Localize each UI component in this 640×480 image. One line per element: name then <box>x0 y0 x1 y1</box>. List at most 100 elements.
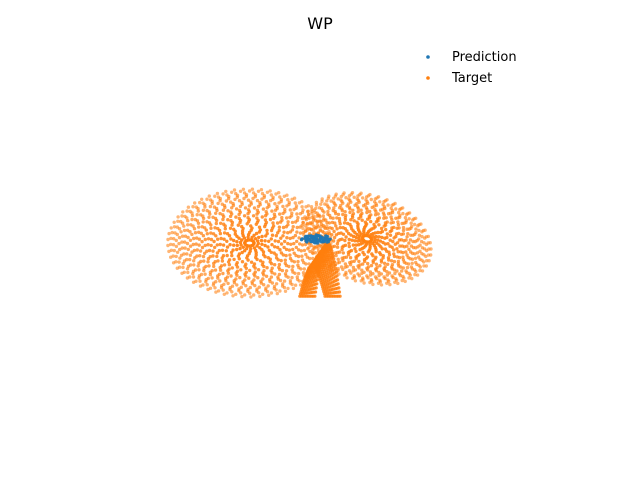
target-point <box>193 201 197 205</box>
target-point <box>182 224 186 228</box>
target-point <box>253 237 258 241</box>
target-point <box>176 219 180 223</box>
target-point <box>314 203 319 207</box>
target-point <box>263 243 267 248</box>
target-point <box>185 267 190 271</box>
target-point <box>172 220 176 224</box>
target-point <box>208 273 213 277</box>
target-point <box>275 221 280 225</box>
target-point <box>316 246 320 251</box>
target-point <box>202 259 206 263</box>
target-point <box>278 248 282 252</box>
target-point <box>236 223 240 227</box>
target-point <box>397 210 401 215</box>
target-point <box>235 240 239 244</box>
target-point <box>307 216 311 221</box>
target-point <box>293 201 297 205</box>
target-point <box>186 247 190 252</box>
target-point <box>402 276 406 280</box>
target-point <box>205 197 209 201</box>
target-point <box>239 291 243 295</box>
target-point <box>273 272 277 276</box>
target-point <box>279 236 283 240</box>
target-point <box>311 248 315 252</box>
target-point <box>376 230 380 235</box>
prediction-point <box>322 240 326 244</box>
target-point <box>371 254 375 258</box>
target-point <box>270 243 274 247</box>
target-point <box>407 217 411 221</box>
target-point <box>289 242 293 246</box>
target-point <box>178 247 182 252</box>
target-point <box>410 261 414 265</box>
target-point <box>361 262 365 266</box>
target-point <box>298 231 303 235</box>
target-point <box>295 230 299 234</box>
target-point <box>219 286 224 290</box>
target-point <box>429 253 433 257</box>
target-point <box>185 209 189 213</box>
target-point <box>237 208 242 213</box>
target-point <box>197 230 201 234</box>
target-point <box>308 221 312 225</box>
target-point <box>312 224 316 228</box>
target-point <box>343 265 347 269</box>
target-point <box>225 253 229 258</box>
target-point <box>259 188 264 192</box>
target-point <box>296 248 301 252</box>
target-point <box>340 247 344 252</box>
target-point <box>201 201 205 205</box>
target-point <box>225 245 230 249</box>
target-point <box>391 239 395 244</box>
target-point <box>341 212 345 217</box>
target-point <box>213 245 217 250</box>
target-point <box>372 240 377 244</box>
target-point <box>208 198 213 202</box>
target-point <box>298 242 302 246</box>
target-point <box>202 266 206 270</box>
target-point <box>236 254 241 258</box>
target-point <box>338 225 342 230</box>
target-point <box>276 239 281 244</box>
target-point <box>291 286 296 291</box>
target-point <box>369 213 373 217</box>
target-point <box>362 252 366 257</box>
target-point <box>359 191 363 195</box>
target-point <box>346 202 351 206</box>
target-point <box>186 205 191 209</box>
target-point <box>239 243 243 247</box>
target-point <box>243 249 247 253</box>
target-point <box>252 233 256 237</box>
target-point <box>211 283 216 287</box>
target-point <box>325 199 329 203</box>
target-point <box>197 237 202 241</box>
target-point <box>408 273 412 277</box>
target-point <box>191 242 195 247</box>
target-point <box>234 292 238 296</box>
target-point <box>306 209 310 214</box>
target-point <box>426 234 430 239</box>
target-point <box>336 257 340 261</box>
target-point <box>336 197 340 201</box>
target-point <box>377 216 382 220</box>
target-point <box>279 197 284 202</box>
legend: Prediction Target <box>426 50 517 86</box>
target-point <box>219 236 223 241</box>
target-point <box>394 207 398 211</box>
target-point <box>362 281 366 285</box>
target-point <box>400 278 404 283</box>
target-point <box>290 228 295 232</box>
target-point <box>429 247 433 251</box>
target-point <box>214 290 218 294</box>
target-point <box>303 223 307 228</box>
target-point <box>286 231 290 235</box>
target-point <box>330 220 335 225</box>
target-point <box>255 257 259 262</box>
target-point <box>183 246 187 250</box>
target-point <box>372 200 377 204</box>
target-point <box>415 273 420 277</box>
target-point <box>299 249 303 253</box>
target-point <box>295 225 299 230</box>
target-point <box>282 279 287 283</box>
